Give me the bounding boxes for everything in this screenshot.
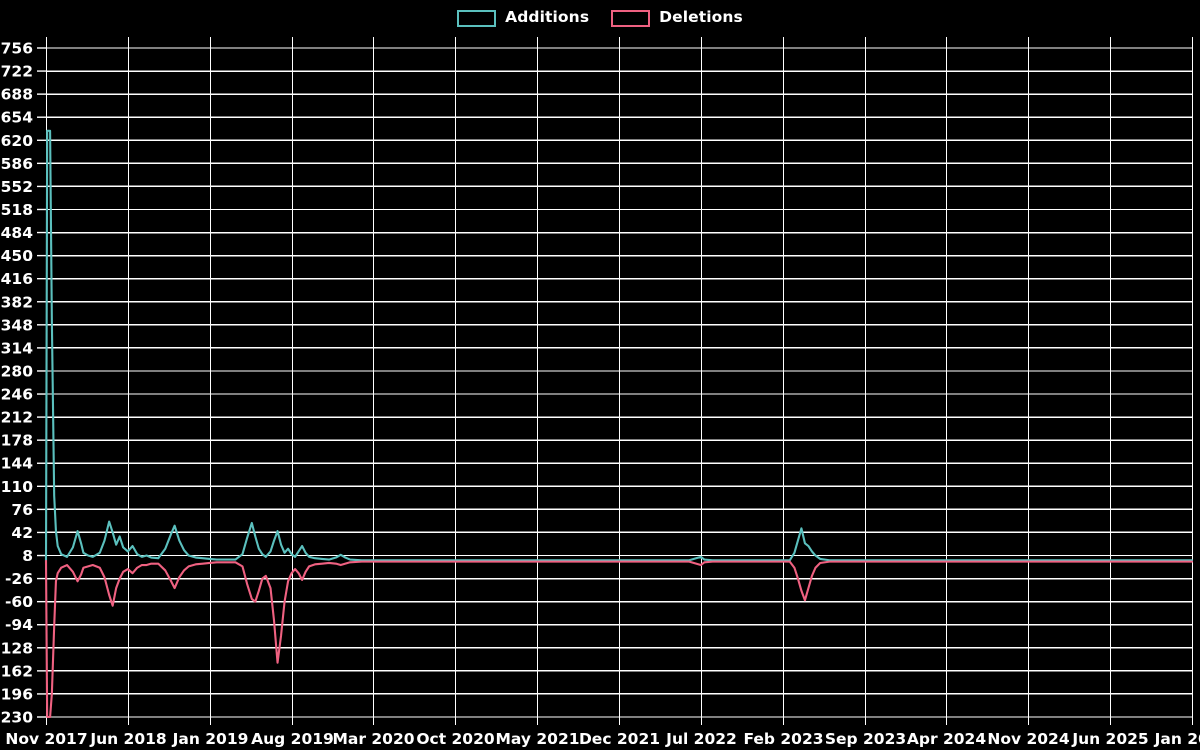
svg-text:Feb 2023: Feb 2023 — [743, 730, 823, 748]
svg-text:-162: -162 — [0, 662, 33, 680]
svg-text:Jul 2022: Jul 2022 — [665, 730, 737, 748]
svg-text:450: 450 — [1, 247, 34, 265]
svg-text:Dec 2021: Dec 2021 — [579, 730, 660, 748]
svg-text:722: 722 — [1, 63, 33, 81]
legend-swatch-icon-additions — [457, 9, 497, 27]
svg-text:Nov 2017: Nov 2017 — [5, 730, 87, 748]
svg-text:586: 586 — [1, 155, 33, 173]
svg-text:144: 144 — [1, 455, 34, 473]
svg-text:654: 654 — [1, 109, 34, 127]
series-line-deletions — [44, 559, 1194, 719]
svg-text:Jan 2026: Jan 2026 — [1154, 730, 1200, 748]
svg-text:-94: -94 — [5, 616, 33, 634]
svg-text:Jan 2019: Jan 2019 — [172, 730, 249, 748]
svg-text:76: 76 — [11, 501, 33, 519]
legend-label-additions: Additions — [505, 8, 590, 27]
svg-text:May 2021: May 2021 — [495, 730, 579, 748]
svg-text:Sep 2023: Sep 2023 — [825, 730, 906, 748]
svg-text:Jun 2018: Jun 2018 — [89, 730, 166, 748]
svg-text:314: 314 — [1, 339, 34, 357]
svg-text:246: 246 — [1, 386, 33, 404]
svg-text:212: 212 — [1, 409, 33, 427]
svg-text:620: 620 — [1, 132, 34, 150]
vertical-gridlines — [45, 37, 1194, 725]
svg-text:110: 110 — [1, 478, 34, 496]
svg-text:178: 178 — [1, 432, 33, 450]
svg-text:484: 484 — [1, 224, 34, 242]
svg-text:Mar 2020: Mar 2020 — [332, 730, 414, 748]
svg-text:552: 552 — [1, 178, 33, 196]
legend-swatch-icon-deletions — [611, 9, 651, 27]
y-axis-tick-labels: 756 722 688 654 620 586 552 518 484 450 416 382 348 3… — [0, 40, 46, 727]
legend-entry-additions[interactable]: Additions — [457, 8, 590, 27]
svg-text:42: 42 — [11, 524, 33, 542]
svg-text:382: 382 — [1, 293, 33, 311]
chart-legend: Additions Deletions — [0, 0, 1200, 36]
svg-text:756: 756 — [1, 40, 33, 58]
svg-text:-128: -128 — [0, 639, 33, 657]
svg-text:Apr 2024: Apr 2024 — [907, 730, 986, 748]
legend-label-deletions: Deletions — [659, 8, 743, 27]
svg-text:348: 348 — [1, 316, 33, 334]
series-line-additions — [44, 129, 1194, 563]
svg-text:-196: -196 — [0, 685, 33, 703]
data-series-group — [44, 129, 1194, 719]
svg-text:Oct 2020: Oct 2020 — [416, 730, 495, 748]
svg-text:-230: -230 — [0, 709, 33, 727]
svg-text:518: 518 — [1, 201, 33, 219]
svg-text:-60: -60 — [5, 593, 33, 611]
svg-text:-26: -26 — [5, 570, 33, 588]
svg-text:Jun 2025: Jun 2025 — [1071, 730, 1148, 748]
svg-text:Nov 2024: Nov 2024 — [987, 730, 1069, 748]
svg-text:8: 8 — [22, 547, 33, 565]
svg-text:688: 688 — [1, 86, 33, 104]
svg-text:Aug 2019: Aug 2019 — [251, 730, 334, 748]
legend-entry-deletions[interactable]: Deletions — [611, 8, 743, 27]
svg-text:280: 280 — [1, 362, 34, 380]
svg-text:416: 416 — [1, 270, 33, 288]
